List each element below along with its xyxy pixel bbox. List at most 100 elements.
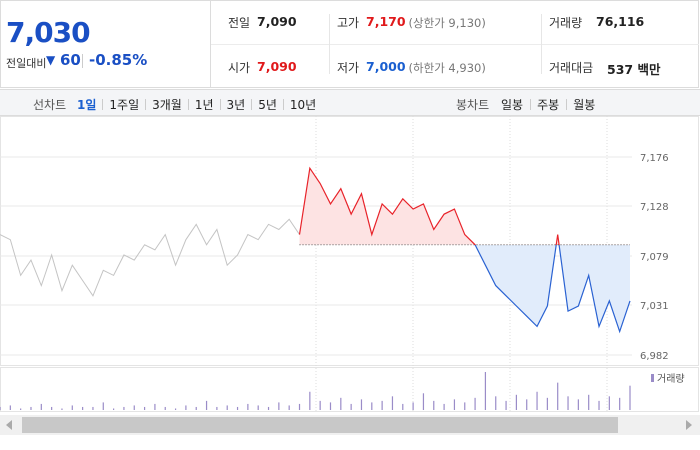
tab-separator: [102, 99, 104, 110]
summary-value: 537 백만: [607, 62, 661, 77]
period-tab[interactable]: 3년: [226, 98, 246, 112]
volume-bar: [51, 406, 53, 410]
y-tick-label: 7,031: [640, 301, 669, 312]
volume-bar: [133, 405, 135, 410]
volume-bar: [629, 385, 631, 410]
tab-bar: [0, 89, 700, 116]
volume-bar: [288, 405, 290, 410]
volume-bar: [267, 406, 270, 410]
price-line: [298, 166, 631, 334]
volume-bar: [350, 403, 352, 410]
scrollbar-thumb[interactable]: [22, 417, 618, 433]
legend-swatch: [651, 374, 654, 382]
volume-bar: [9, 405, 11, 410]
volume-bar: [433, 400, 435, 410]
volume-bar: [164, 406, 166, 410]
volume-bar: [92, 406, 94, 410]
volume-bar: [205, 400, 208, 410]
period-tab[interactable]: 5년: [258, 98, 277, 112]
volume-bar: [577, 399, 579, 410]
summary-value: 7,000: [366, 59, 406, 74]
period-tab[interactable]: 1년: [194, 98, 214, 112]
scroll-left[interactable]: [6, 420, 12, 430]
volume-bar: [495, 396, 497, 410]
summary-value: 76,116: [596, 14, 645, 29]
volume-bar: [453, 399, 456, 410]
summary-label: 고가: [337, 16, 360, 30]
volume-bar: [329, 402, 332, 410]
volume-bar: [143, 406, 146, 410]
y-tick-label: 6,982: [640, 351, 669, 362]
volume-bar: [422, 393, 425, 410]
volume-bar: [464, 402, 466, 410]
summary-value: 7,170: [366, 14, 406, 29]
volume-bar: [536, 391, 538, 410]
legend-label: 거래량: [657, 373, 685, 385]
volume-bar: [154, 403, 156, 410]
price-area: [299, 168, 630, 332]
volume-bar: [360, 399, 363, 410]
tab-separator: [282, 99, 284, 110]
y-tick-label: 7,176: [640, 153, 669, 164]
volume-bar: [82, 406, 84, 410]
volume-bar: [102, 402, 104, 410]
volume-bar: [226, 405, 228, 410]
scroll-right[interactable]: [686, 420, 692, 430]
volume-bar: [247, 403, 249, 410]
summary-label: 거래량: [549, 16, 583, 30]
price: 7,030: [6, 16, 91, 49]
volume-frame: [0, 367, 699, 412]
volume-bar: [278, 402, 280, 410]
column-divider: [541, 14, 542, 74]
volume-bar: [619, 397, 621, 410]
candle-tab[interactable]: 주봉: [537, 98, 560, 112]
summary-value: 7,090: [257, 14, 297, 29]
volume-bar: [526, 399, 528, 410]
tab-group-label: 봉차트: [456, 98, 490, 112]
volume-bar: [61, 408, 63, 410]
volume-bar: [174, 408, 177, 410]
row-divider: [211, 44, 699, 45]
volume-bar: [567, 396, 569, 410]
volume-bar: [309, 391, 311, 410]
volume-bar: [195, 406, 197, 410]
period-tab[interactable]: 1주일: [109, 98, 140, 112]
chart: 7,176 7,128 7,079 7,031 6,982 거래량: [0, 116, 699, 412]
summary-label: 시가: [228, 61, 251, 75]
tab-separator: [566, 99, 568, 110]
volume-bar: [340, 397, 342, 410]
header-divider: [210, 0, 211, 88]
volume-bar: [546, 397, 548, 410]
change-label: 전일대비: [6, 57, 47, 70]
previous-line: [0, 218, 300, 297]
volume-bar: [236, 406, 239, 410]
volume-bar: [474, 397, 476, 410]
volume-bar: [484, 372, 487, 410]
change-divider: [82, 54, 83, 68]
volume-bar: [515, 394, 517, 410]
volume-bar: [123, 406, 125, 410]
tab-group-label: 선차트: [33, 98, 67, 112]
column-divider: [329, 14, 330, 74]
summary-note: (상한가 9,130): [408, 16, 486, 30]
tab-separator: [219, 99, 221, 110]
volume-bar: [402, 403, 404, 410]
candle-tab[interactable]: 일봉: [501, 98, 524, 112]
summary-note: (하한가 4,930): [408, 61, 486, 75]
volume-bar: [412, 402, 414, 410]
volume-bar: [391, 396, 394, 410]
change: 60: [60, 51, 81, 69]
volume-bar: [20, 408, 22, 410]
summary-label: 거래대금: [549, 61, 594, 75]
period-tab[interactable]: 10년: [289, 98, 317, 112]
candle-tab[interactable]: 월봉: [573, 98, 596, 112]
tab-separator: [187, 99, 189, 110]
volume-bar: [185, 405, 187, 410]
period-tab[interactable]: 1일: [77, 98, 97, 112]
volume-bar: [40, 403, 42, 410]
summary-label: 저가: [337, 61, 360, 75]
period-tab[interactable]: 3개월: [152, 98, 182, 112]
tab-separator: [530, 99, 532, 110]
volume-bar: [371, 402, 373, 410]
volume-bar: [0, 406, 1, 410]
